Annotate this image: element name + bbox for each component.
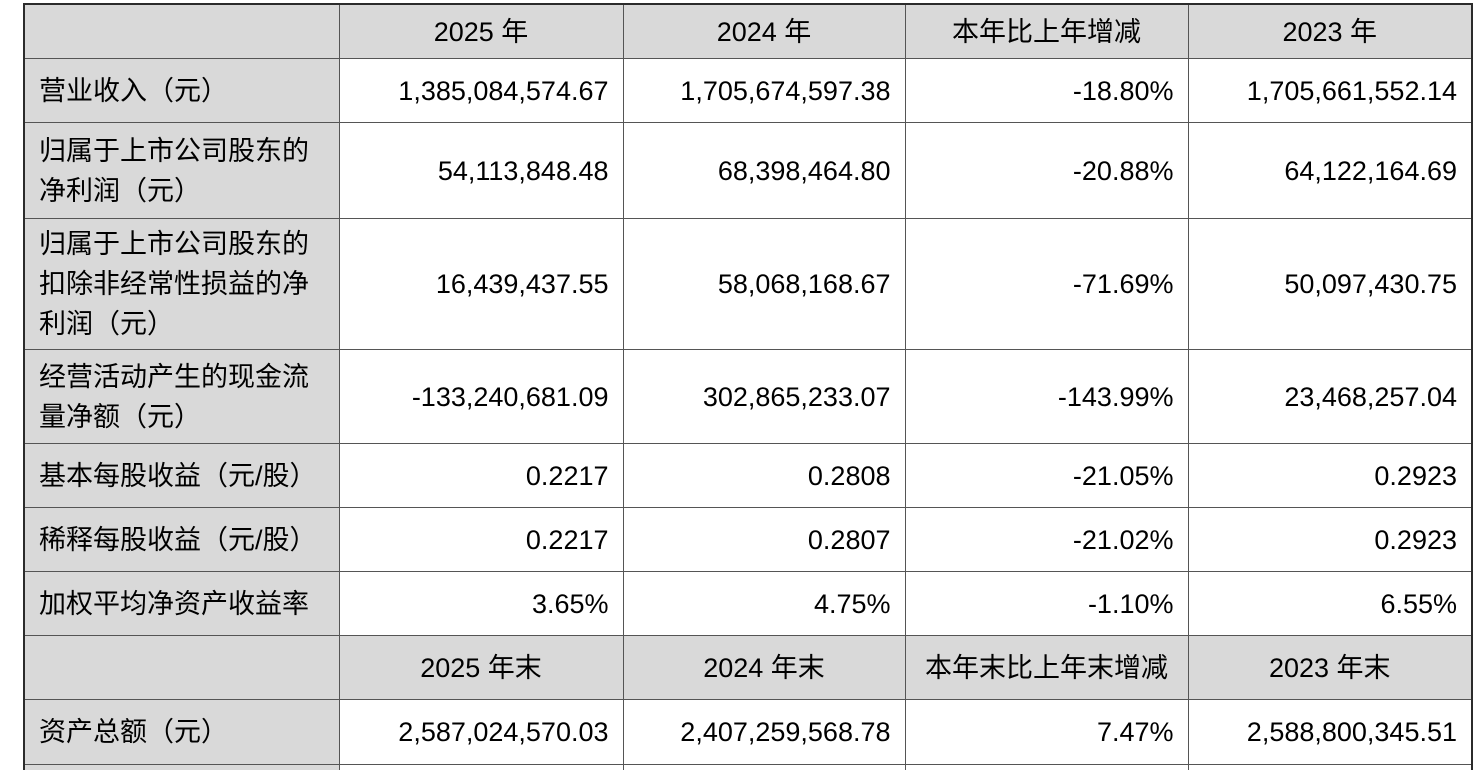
value-cell: 1,416,231,397.27 [1187, 764, 1473, 770]
value-cell: 23,468,257.04 [1187, 349, 1473, 444]
value-cell: -21.02% [904, 507, 1189, 572]
value-cell: 64,122,164.69 [1187, 122, 1473, 219]
value-cell: 2,407,259,568.78 [622, 699, 906, 765]
value-cell: 1,705,674,597.38 [622, 58, 906, 123]
table-row-net-assets: 归属于上市公司股东的净资产（元） 1,500,091,363.12 1,461,… [23, 764, 1473, 770]
table-row-net-profit: 归属于上市公司股东的净利润（元） 54,113,848.48 68,398,46… [23, 122, 1473, 219]
row-label: 资产总额（元） [23, 699, 340, 765]
value-cell: 7.47% [904, 699, 1189, 765]
value-cell: 1,500,091,363.12 [338, 764, 624, 770]
table-row-total-assets: 资产总额（元） 2,587,024,570.03 2,407,259,568.7… [23, 699, 1473, 765]
table-row-operating-revenue: 营业收入（元） 1,385,084,574.67 1,705,674,597.3… [23, 58, 1473, 123]
value-cell: -21.05% [904, 443, 1189, 508]
value-cell: 302,865,233.07 [622, 349, 906, 444]
annual-header-row: 2025 年 2024 年 本年比上年增减 2023 年 [23, 3, 1473, 59]
value-cell: -18.80% [904, 58, 1189, 123]
col-header-end-change: 本年末比上年末增减 [904, 635, 1189, 700]
end-of-period-header-row: 2025 年末 2024 年末 本年末比上年末增减 2023 年末 [23, 635, 1473, 700]
end-of-period-header-corner-cell [23, 635, 340, 700]
value-cell: 2,588,800,345.51 [1187, 699, 1473, 765]
value-cell: 54,113,848.48 [338, 122, 624, 219]
col-header-yoy-change: 本年比上年增减 [904, 3, 1189, 59]
value-cell: 4.75% [622, 571, 906, 636]
value-cell: 0.2923 [1187, 443, 1473, 508]
value-cell: 16,439,437.55 [338, 218, 624, 350]
value-cell: 0.2217 [338, 443, 624, 508]
row-label: 营业收入（元） [23, 58, 340, 123]
financial-summary-table: 2025 年 2024 年 本年比上年增减 2023 年 营业收入（元） 1,3… [23, 3, 1473, 770]
value-cell: 1,705,661,552.14 [1187, 58, 1473, 123]
row-label: 稀释每股收益（元/股） [23, 507, 340, 572]
value-cell: 2,587,024,570.03 [338, 699, 624, 765]
table-row-weighted-avg-roe: 加权平均净资产收益率 3.65% 4.75% -1.10% 6.55% [23, 571, 1473, 636]
row-label: 加权平均净资产收益率 [23, 571, 340, 636]
value-cell: 58,068,168.67 [622, 218, 906, 350]
table-row-net-profit-excl-nonrecurring: 归属于上市公司股东的扣除非经常性损益的净利润（元） 16,439,437.55 … [23, 218, 1473, 350]
table-row-diluted-eps: 稀释每股收益（元/股） 0.2217 0.2807 -21.02% 0.2923 [23, 507, 1473, 572]
col-header-2023: 2023 年 [1187, 3, 1473, 59]
value-cell: 6.55% [1187, 571, 1473, 636]
value-cell: 1,385,084,574.67 [338, 58, 624, 123]
value-cell: -20.88% [904, 122, 1189, 219]
value-cell: 50,097,430.75 [1187, 218, 1473, 350]
annual-header-corner-cell [23, 3, 340, 59]
row-label: 经营活动产生的现金流量净额（元） [23, 349, 340, 444]
table-row-basic-eps: 基本每股收益（元/股） 0.2217 0.2808 -21.05% 0.2923 [23, 443, 1473, 508]
row-label: 归属于上市公司股东的净利润（元） [23, 122, 340, 219]
table-row-operating-cash-flow: 经营活动产生的现金流量净额（元） -133,240,681.09 302,865… [23, 349, 1473, 444]
col-header-2024-end: 2024 年末 [622, 635, 906, 700]
value-cell: 0.2808 [622, 443, 906, 508]
row-label: 归属于上市公司股东的净资产（元） [23, 764, 340, 770]
value-cell: -1.10% [904, 571, 1189, 636]
value-cell: 3.65% [338, 571, 624, 636]
value-cell: 0.2217 [338, 507, 624, 572]
value-cell: 68,398,464.80 [622, 122, 906, 219]
value-cell: 1,461,650,891.34 [622, 764, 906, 770]
value-cell: 0.2807 [622, 507, 906, 572]
value-cell: -133,240,681.09 [338, 349, 624, 444]
col-header-2024: 2024 年 [622, 3, 906, 59]
row-label: 归属于上市公司股东的扣除非经常性损益的净利润（元） [23, 218, 340, 350]
value-cell: -71.69% [904, 218, 1189, 350]
value-cell: 0.2923 [1187, 507, 1473, 572]
value-cell: 2.63% [904, 764, 1189, 770]
row-label: 基本每股收益（元/股） [23, 443, 340, 508]
col-header-2023-end: 2023 年末 [1187, 635, 1473, 700]
value-cell: -143.99% [904, 349, 1189, 444]
col-header-2025: 2025 年 [338, 3, 624, 59]
col-header-2025-end: 2025 年末 [338, 635, 624, 700]
